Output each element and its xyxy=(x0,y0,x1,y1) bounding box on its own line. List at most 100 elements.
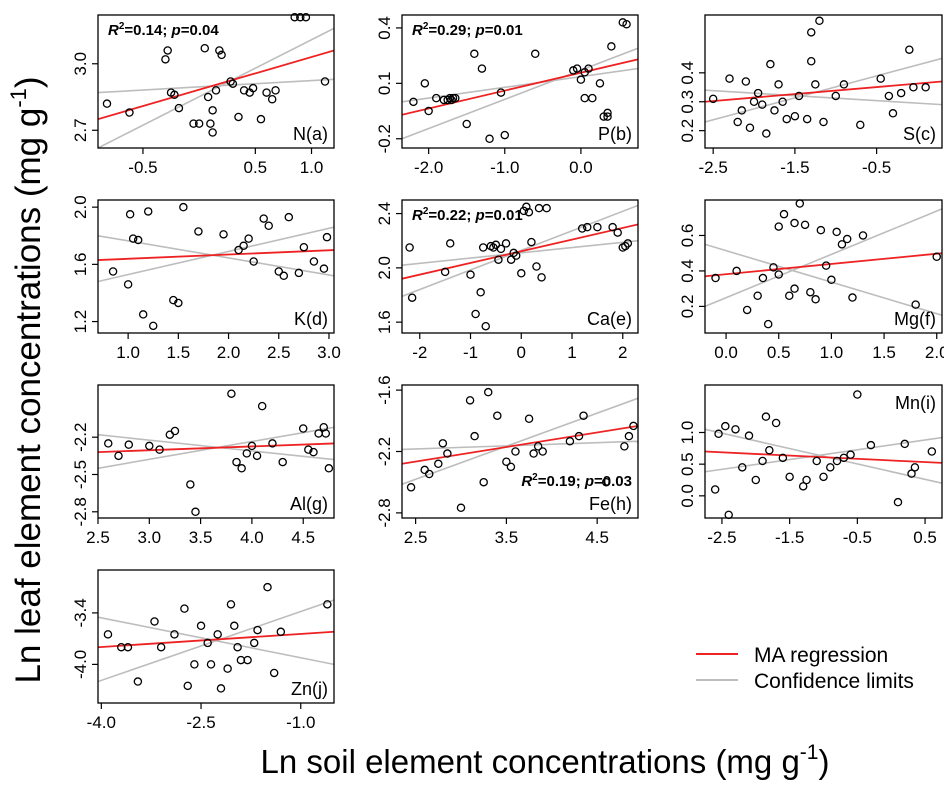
data-point xyxy=(479,477,488,487)
panel-frame xyxy=(704,14,943,149)
y-tick-label: 2.7 xyxy=(71,118,90,142)
data-point xyxy=(465,396,475,405)
stat-part: 0.03 xyxy=(603,473,632,490)
x-tick-label: 1.0 xyxy=(820,343,844,362)
data-point xyxy=(309,257,319,266)
data-point xyxy=(445,93,455,103)
data-point xyxy=(299,242,309,252)
y-tick-label: 0.4 xyxy=(678,61,697,85)
y-tick-label: 1.6 xyxy=(71,253,90,277)
data-point xyxy=(842,234,852,244)
x-tick-label: 2.5 xyxy=(86,528,110,547)
data-point xyxy=(466,270,475,279)
stat-part: R xyxy=(412,22,423,39)
data-point xyxy=(405,243,414,252)
data-point xyxy=(170,90,179,100)
x-tick-label: 2 xyxy=(618,343,627,362)
data-point xyxy=(208,106,217,115)
data-point xyxy=(294,268,304,278)
data-point xyxy=(832,227,841,237)
data-point xyxy=(271,86,280,95)
confidence-line xyxy=(98,616,334,666)
y-tick-label: 1.2 xyxy=(71,310,90,334)
data-point xyxy=(778,453,788,463)
x-tick-label: -1.5 xyxy=(780,158,809,177)
panel-label: Zn(j) xyxy=(291,679,328,699)
data-point xyxy=(213,630,222,639)
data-point xyxy=(138,310,148,319)
data-point xyxy=(620,442,629,451)
data-point xyxy=(262,88,271,97)
data-point xyxy=(524,207,534,217)
data-point xyxy=(208,128,217,137)
data-point xyxy=(493,411,502,420)
data-point xyxy=(607,42,616,51)
stat-part: 2 xyxy=(423,21,429,32)
y-tick-label: 0.4 xyxy=(375,16,394,40)
data-point xyxy=(278,457,287,467)
y-tick-label: 3.0 xyxy=(71,52,90,76)
y-tick-label: 2.4 xyxy=(375,202,394,226)
y-tick-label: -2.5 xyxy=(71,460,90,489)
data-point xyxy=(186,480,195,489)
data-point xyxy=(217,50,226,60)
ma-regression-line xyxy=(705,450,942,464)
panel-frame xyxy=(401,14,639,149)
data-point xyxy=(496,244,506,254)
data-point xyxy=(758,273,768,283)
confidence-line xyxy=(98,27,334,148)
data-point xyxy=(420,79,430,88)
data-point xyxy=(189,119,198,128)
data-point xyxy=(524,414,534,424)
panel-label: Ca(e) xyxy=(587,309,632,329)
data-point xyxy=(533,442,543,451)
data-point xyxy=(150,617,159,626)
data-point xyxy=(576,75,586,84)
panel-sc: -2.5 -1.5 -0.5 0.2 0.3 0.4 S(c) xyxy=(678,14,943,177)
stat-part: = xyxy=(485,22,494,39)
panels: -0.5 0.5 1.02.73.0N(a)R2=0.14; p=0.04-2.0-… xyxy=(71,12,944,732)
x-axis-title: Ln soil element concentrations (mg g-1) xyxy=(261,741,830,780)
panel-na: -0.5 0.5 1.02.73.0N(a)R2=0.14; p=0.04 xyxy=(71,12,335,177)
data-point xyxy=(509,248,518,258)
panel-label: K(d) xyxy=(294,309,328,329)
data-point xyxy=(477,64,487,73)
data-point xyxy=(774,222,783,231)
data-point xyxy=(837,240,847,249)
panel-frame xyxy=(97,199,335,334)
confidence-line xyxy=(705,57,942,123)
data-point xyxy=(721,421,730,431)
stat-annotation: R2=0.29; p=0.01 xyxy=(412,21,523,39)
x-tick-label: -2.5 xyxy=(699,158,728,177)
data-point xyxy=(223,664,232,673)
panel-label: N(a) xyxy=(293,124,328,144)
data-point xyxy=(749,97,759,106)
data-point xyxy=(191,507,200,517)
data-point xyxy=(613,228,622,237)
data-point xyxy=(284,212,294,222)
data-point xyxy=(839,453,849,463)
y-tick-label: -2.8 xyxy=(375,498,394,527)
data-point xyxy=(774,80,783,89)
ma-regression-line xyxy=(98,249,334,261)
data-point xyxy=(530,49,540,59)
y-tick-label: -3.4 xyxy=(71,598,90,627)
data-point xyxy=(123,280,133,289)
ma-regression-line xyxy=(98,49,334,121)
data-point xyxy=(806,57,816,66)
data-point xyxy=(624,431,634,441)
data-point xyxy=(763,319,773,329)
data-point xyxy=(179,202,188,212)
data-point xyxy=(200,44,210,53)
data-point xyxy=(595,79,605,88)
x-tick-label: 1 xyxy=(567,343,576,362)
data-point xyxy=(761,412,771,421)
data-point xyxy=(815,16,824,26)
data-point xyxy=(252,451,262,461)
data-point xyxy=(831,91,841,101)
data-point xyxy=(848,293,857,302)
x-tick-label: -0.5 xyxy=(843,528,872,547)
panel-label: Mg(f) xyxy=(894,309,936,329)
x-tick-label: -1 xyxy=(463,343,478,362)
